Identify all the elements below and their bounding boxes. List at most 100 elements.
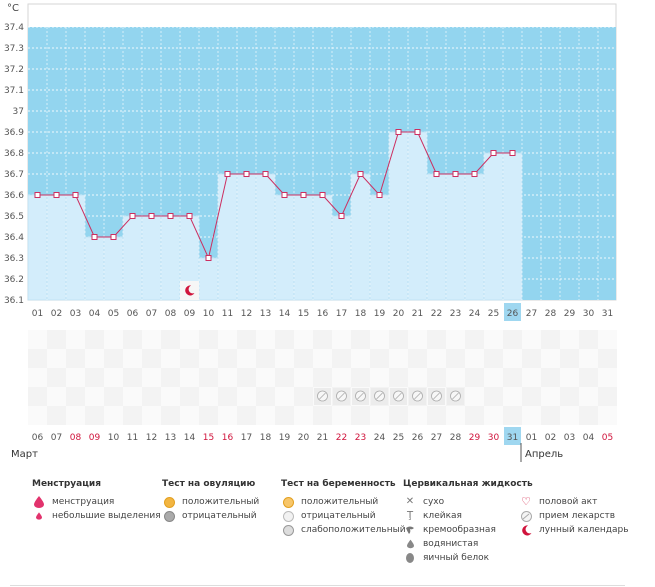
legend-title: Цервикальная жидкость: [403, 479, 533, 489]
pill-stroke: [395, 392, 402, 400]
temp-point[interactable]: [338, 213, 345, 219]
pill-stroke: [414, 392, 421, 400]
symptom-cell: [28, 349, 47, 368]
legend-title: Тест на беременность: [281, 479, 396, 489]
x-tick-label-bottom: 26: [412, 433, 424, 443]
symptom-cell: [123, 368, 142, 387]
x-tick-label-bottom: 24: [374, 433, 386, 443]
temp-point[interactable]: [34, 192, 41, 198]
ovulation-negative-icon: [162, 509, 176, 523]
temp-bar: [198, 257, 219, 301]
symptom-cell: [161, 368, 180, 387]
temp-point[interactable]: [72, 192, 79, 198]
legend-item: небольшие выделения: [32, 509, 161, 523]
temp-point[interactable]: [395, 129, 402, 135]
legend-label: отрицательный: [301, 511, 376, 521]
temp-point[interactable]: [53, 192, 60, 198]
temp-point[interactable]: [91, 234, 98, 240]
legend-ovulation: Тест на овуляцию положительный отрицател…: [162, 478, 259, 523]
x-tick-label-top: 04: [89, 309, 101, 319]
symptom-cell: [66, 387, 85, 406]
symptom-cell: [503, 406, 522, 425]
month-label-right: Апрель: [525, 449, 563, 460]
temp-bar: [426, 173, 447, 301]
symptom-cell: [85, 387, 104, 406]
temp-point[interactable]: [471, 171, 478, 177]
x-tick-label-top: 28: [545, 309, 557, 319]
symptom-cell: [199, 368, 218, 387]
temp-point[interactable]: [452, 171, 459, 177]
medication-markers[interactable]: [314, 388, 464, 405]
temp-bar: [502, 152, 523, 301]
symptom-cell: [237, 349, 256, 368]
legend-label: слабоположительный: [301, 525, 406, 535]
temp-point[interactable]: [490, 150, 497, 156]
bottom-divider: [10, 585, 625, 586]
symptom-cell: [294, 349, 313, 368]
symptom-cell: [332, 349, 351, 368]
pill-stroke: [357, 392, 364, 400]
temp-point[interactable]: [300, 192, 307, 198]
x-axis-top-labels: 01 02 03 04 05 06 07 08 09 10 11 12 13 14 15 16 17 18 19 20…: [32, 303, 613, 321]
x-tick-label-bottom: 17: [241, 433, 252, 443]
temp-point[interactable]: [243, 171, 250, 177]
x-tick-label-top: 13: [260, 309, 271, 319]
temp-point[interactable]: [205, 255, 212, 261]
symptom-cell: [579, 368, 598, 387]
legend-label: лунный календарь: [539, 525, 629, 535]
y-tick-label: 37.4: [4, 23, 24, 33]
symptom-cell: [161, 330, 180, 349]
symptom-cell: [332, 406, 351, 425]
series-line: [37, 131, 513, 260]
x-tick-label-bottom: 16: [222, 433, 234, 443]
legend-other: ♡ половой акт прием лекарств лунный кале…: [519, 478, 629, 537]
legend-label: кремообразная: [423, 525, 496, 535]
current-day-highlight: [504, 303, 521, 321]
temp-point[interactable]: [376, 192, 383, 198]
temp-point[interactable]: [281, 192, 288, 198]
x-tick-label-bottom: 23: [355, 433, 366, 443]
y-tick-label: 36.5: [4, 212, 24, 222]
symptom-cell: [313, 330, 332, 349]
symptom-cell: [351, 330, 370, 349]
temp-point[interactable]: [110, 234, 117, 240]
temp-point[interactable]: [319, 192, 326, 198]
pill-stroke: [452, 392, 459, 400]
temp-point[interactable]: [357, 171, 364, 177]
temp-point[interactable]: [148, 213, 155, 219]
x-tick-label-bottom: 13: [165, 433, 176, 443]
y-tick-label: 37.3: [4, 44, 24, 54]
temp-bar: [46, 194, 67, 301]
temp-point[interactable]: [224, 171, 231, 177]
temp-point[interactable]: [186, 213, 193, 219]
symptom-cell: [104, 330, 123, 349]
x-tick-label-bottom: 15: [203, 433, 214, 443]
symptom-cell: [142, 406, 161, 425]
symptom-cell: [256, 330, 275, 349]
legend-label: прием лекарств: [539, 511, 616, 521]
pill-stroke: [433, 392, 440, 400]
x-tick-label-top: 23: [450, 309, 461, 319]
temp-point[interactable]: [262, 171, 269, 177]
symptom-cell: [104, 406, 123, 425]
symptom-cell: [218, 349, 237, 368]
temp-point[interactable]: [433, 171, 440, 177]
symptom-cell: [180, 387, 199, 406]
temp-point[interactable]: [129, 213, 136, 219]
temp-point[interactable]: [167, 213, 174, 219]
temp-point[interactable]: [414, 129, 421, 135]
drop-icon: [32, 495, 46, 509]
temp-bar: [84, 236, 105, 301]
y-tick-label: 37: [13, 107, 24, 117]
symptom-cell: [465, 349, 484, 368]
temperature-markers[interactable]: [34, 129, 516, 261]
legend-item: положительный: [281, 495, 406, 509]
ovulation-positive-icon: [162, 495, 176, 509]
x-tick-label-top: 01: [32, 309, 43, 319]
watery-icon: [403, 537, 417, 551]
temp-point[interactable]: [509, 150, 516, 156]
pill-stroke: [338, 392, 345, 400]
symptom-cell: [85, 406, 104, 425]
temp-bar: [274, 194, 295, 301]
symptom-cell: [142, 387, 161, 406]
